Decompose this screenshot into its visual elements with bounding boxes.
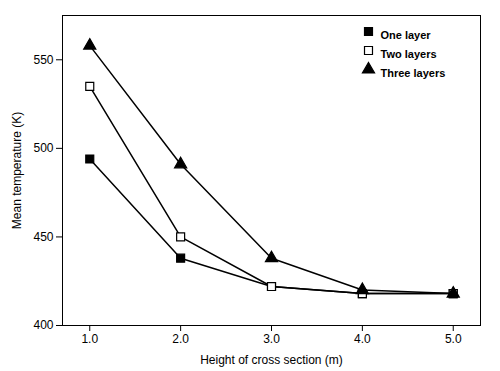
svg-text:3.0: 3.0: [263, 332, 280, 346]
svg-text:1.0: 1.0: [81, 332, 98, 346]
svg-text:2.0: 2.0: [172, 332, 189, 346]
svg-text:500: 500: [33, 141, 53, 155]
svg-text:5.0: 5.0: [445, 332, 462, 346]
svg-text:Two layers: Two layers: [381, 48, 437, 60]
svg-text:Height of cross section (m): Height of cross section (m): [200, 353, 343, 367]
svg-text:400: 400: [33, 318, 53, 332]
svg-text:Mean temperature (K): Mean temperature (K): [10, 112, 24, 229]
svg-text:550: 550: [33, 53, 53, 67]
svg-text:4.0: 4.0: [354, 332, 371, 346]
svg-text:Three layers: Three layers: [381, 67, 446, 79]
svg-text:450: 450: [33, 230, 53, 244]
svg-text:One layer: One layer: [381, 29, 432, 41]
